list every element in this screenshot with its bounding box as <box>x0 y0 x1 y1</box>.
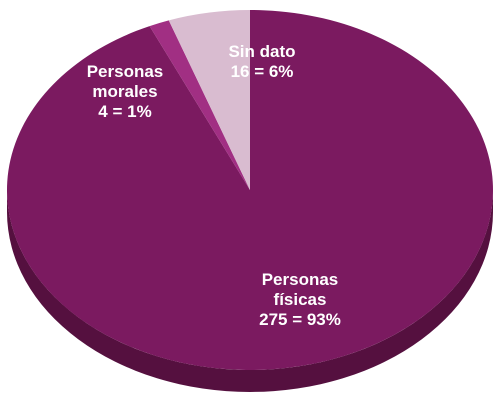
category-label: Personas morales <box>86 62 164 101</box>
value-label: 4 = 1% <box>98 102 152 121</box>
category-label: Personas físicas <box>261 270 339 309</box>
pie-slice <box>6 10 493 370</box>
slice-label: Personas físicas 275 = 93% <box>253 270 348 330</box>
value-label: 16 = 6% <box>230 62 294 81</box>
category-label: Sin dato <box>228 42 296 61</box>
slice-label: Personas morales 4 = 1% <box>75 62 175 122</box>
pie-slice <box>168 10 250 190</box>
pie-slice <box>149 20 250 190</box>
value-label: 275 = 93% <box>259 310 341 329</box>
slice-label: Sin dato 16 = 6% <box>212 42 312 82</box>
